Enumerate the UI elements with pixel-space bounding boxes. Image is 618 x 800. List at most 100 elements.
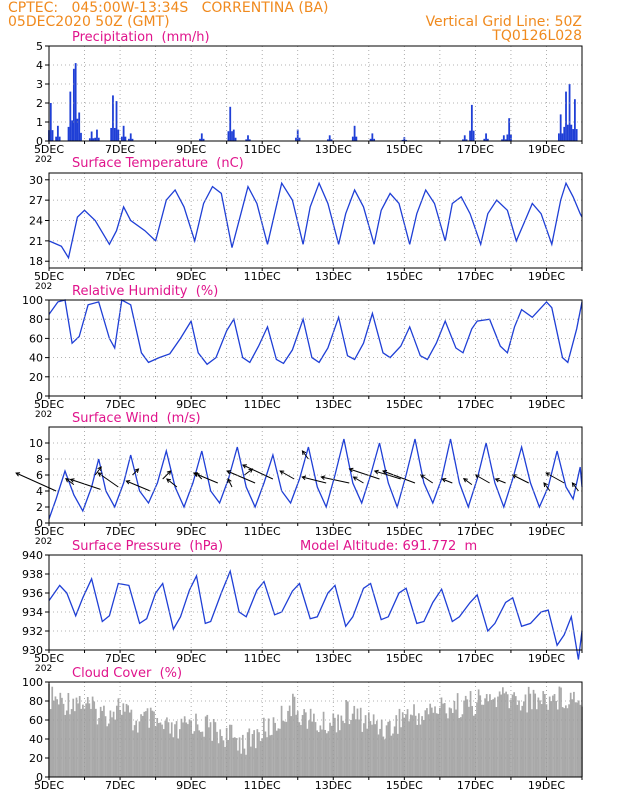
precip-bar bbox=[296, 129, 299, 141]
wind-vector bbox=[572, 482, 579, 492]
cloud-bar bbox=[201, 731, 204, 777]
precip-bar bbox=[295, 137, 297, 141]
cloud-bar bbox=[232, 737, 234, 777]
temp-xtick-label: 11DEC bbox=[244, 270, 281, 283]
cloud-bar bbox=[571, 699, 574, 777]
cloud-bar bbox=[138, 721, 141, 777]
cloud-bar bbox=[235, 738, 238, 777]
wind-xtick-label: 17DEC bbox=[457, 525, 494, 538]
precip-frame bbox=[48, 45, 583, 142]
precip-bar bbox=[247, 135, 249, 141]
wind-vector-head bbox=[301, 450, 307, 456]
wind-vector-head bbox=[125, 480, 131, 485]
precip-bar bbox=[486, 138, 489, 141]
cloud-bar bbox=[539, 700, 541, 777]
cloud-bar bbox=[298, 722, 301, 777]
precip-ytick-label: 4 bbox=[36, 59, 43, 72]
cloud-bar bbox=[172, 737, 175, 777]
cloud-bar bbox=[300, 725, 302, 777]
cloud-bar bbox=[542, 691, 545, 777]
cloud-bar bbox=[408, 721, 411, 777]
precip-bar bbox=[463, 135, 466, 141]
precip-bar bbox=[502, 135, 505, 141]
wind-vector bbox=[353, 476, 364, 484]
rh-ytick-label: 0 bbox=[36, 390, 43, 403]
cloud-bar bbox=[120, 714, 123, 777]
wind-vector bbox=[374, 470, 401, 480]
cloud-bar bbox=[502, 687, 504, 777]
precip-bar bbox=[369, 138, 372, 141]
cloud-bar bbox=[327, 731, 330, 777]
wind-vector bbox=[349, 468, 380, 480]
cloud-bar bbox=[366, 728, 369, 777]
cloud-bar bbox=[471, 706, 474, 777]
cloud-bar bbox=[178, 729, 181, 777]
precip-bar bbox=[227, 131, 230, 141]
wind-vector-head bbox=[462, 477, 468, 483]
cloud-bar bbox=[527, 686, 530, 777]
cloud-bar bbox=[440, 697, 443, 777]
wind-vector-head bbox=[382, 469, 388, 475]
cloud-bar bbox=[240, 753, 243, 777]
wind-ytick-label: 8 bbox=[36, 453, 43, 466]
cloud-bar bbox=[277, 728, 280, 777]
cloud-bar bbox=[229, 724, 231, 777]
cloud-bar bbox=[91, 696, 94, 777]
precip-bar bbox=[504, 139, 507, 141]
cloud-bar bbox=[106, 726, 108, 777]
cloud-bar bbox=[124, 711, 126, 777]
cloud-bar bbox=[346, 701, 349, 777]
cloud-bar bbox=[243, 748, 246, 777]
cloud-bar bbox=[251, 734, 254, 777]
cloud-bar bbox=[67, 692, 70, 777]
precip-bar bbox=[568, 84, 571, 141]
cloud-bar bbox=[256, 729, 259, 777]
cloud-bar bbox=[203, 736, 205, 777]
cloud-bar bbox=[400, 727, 402, 777]
cloud-bar bbox=[148, 727, 150, 777]
precip-bar bbox=[355, 136, 358, 141]
temp-ytick-label: 21 bbox=[29, 235, 43, 248]
wind-vector bbox=[463, 478, 473, 486]
pres-xtick-label: 5DEC bbox=[34, 652, 64, 665]
wind-vector-head bbox=[166, 478, 171, 483]
cloud-bar bbox=[353, 705, 356, 777]
cloud-bar bbox=[246, 732, 249, 777]
cloud-bar bbox=[96, 724, 99, 777]
cloud-bar bbox=[287, 710, 289, 777]
cloud-bar bbox=[558, 686, 561, 777]
cloud-bar bbox=[112, 711, 115, 777]
cloud-bar bbox=[447, 718, 449, 777]
cloud-xtick-label: 11DEC bbox=[244, 779, 281, 792]
temp-ytick-label: 18 bbox=[29, 255, 43, 268]
pres-frame bbox=[48, 554, 583, 651]
cloud-bar bbox=[316, 730, 318, 777]
cloud-bar bbox=[377, 734, 380, 777]
cloud-bar bbox=[411, 715, 414, 777]
cloud-bar bbox=[98, 717, 100, 777]
temp-xtick-label: 13DEC bbox=[315, 270, 352, 283]
precip-bar bbox=[120, 136, 123, 141]
cloud-bar bbox=[485, 694, 488, 777]
pres-xtick-label: 17DEC bbox=[457, 652, 494, 665]
precip-bar bbox=[110, 127, 113, 141]
cloud-bar bbox=[262, 717, 265, 777]
station-header: CPTEC: 045:00W-13:34S CORRENTINA (BA) bbox=[8, 0, 329, 16]
cloud-bar bbox=[529, 693, 532, 777]
cloud-bar bbox=[51, 686, 54, 777]
cloud-bar bbox=[393, 726, 396, 777]
precip-bar bbox=[373, 138, 376, 141]
cloud-bar bbox=[479, 695, 482, 777]
cloud-bar bbox=[427, 714, 430, 777]
precip-bar bbox=[80, 132, 82, 141]
cloud-bar bbox=[356, 708, 359, 777]
cloud-bar bbox=[574, 702, 577, 777]
cloud-bar bbox=[343, 723, 346, 777]
wind-vector bbox=[321, 476, 350, 484]
pres-ytick-label: 930 bbox=[22, 644, 43, 657]
precip-bar bbox=[69, 91, 72, 141]
cloud-xtick-label: 13DEC bbox=[315, 779, 352, 792]
cloud-bar bbox=[463, 700, 465, 777]
cloud-bar bbox=[350, 719, 352, 777]
cloud-bar bbox=[54, 696, 57, 777]
